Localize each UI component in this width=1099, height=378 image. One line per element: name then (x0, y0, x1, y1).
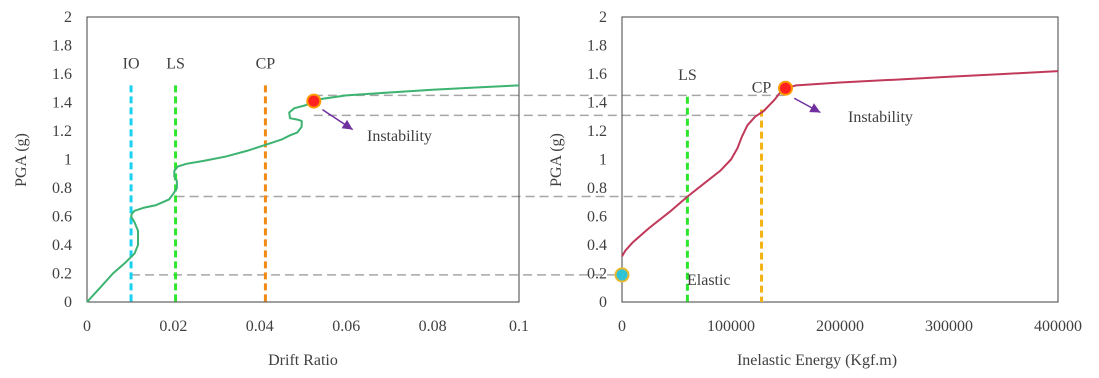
x-axis-title: Inelastic Energy (Kgf.m) (737, 352, 897, 369)
x-tick-labels: 0 100000 200000 300000 400000 (618, 318, 1082, 335)
dashed-connectors (131, 94, 786, 276)
vline-label-cp: CP (256, 55, 276, 72)
y-tick-label: 0 (599, 294, 607, 311)
y-axis-title: PGA (g) (13, 133, 30, 187)
x-tick-label: 100000 (707, 318, 755, 335)
arrow-group (322, 108, 354, 131)
y-tick-label: 0.4 (52, 237, 72, 254)
x-tick-label: 0 (83, 318, 91, 335)
y-tick-label: 1.8 (587, 38, 607, 55)
y-tick-label: 0.2 (587, 266, 607, 283)
x-tick-label: 0.06 (332, 318, 360, 335)
x-axis-title: Drift Ratio (268, 352, 338, 369)
y-tick-label: 1.2 (52, 123, 72, 140)
vline-label-cp: CP (752, 80, 772, 97)
series-group (86, 84, 520, 303)
elastic-label: Elastic (687, 272, 731, 289)
x-tick-label: 0.04 (246, 318, 274, 335)
marker-group (306, 93, 322, 109)
y-tick-label: 0.6 (587, 209, 607, 226)
y-tick-label: 1.4 (52, 95, 72, 112)
y-tick-labels: 0 0.2 0.4 0.6 0.8 1 1.2 1.4 1.6 1.8 2 (52, 9, 72, 311)
drift-ratio-chart: 0 0.02 0.04 0.06 0.08 0.1 0 0.2 0.4 0.6 0.8 1 1.2 1.… (13, 9, 529, 369)
x-tick-label: 200000 (816, 318, 864, 335)
y-tick-label: 0.2 (52, 266, 72, 283)
point-marker (778, 80, 793, 96)
vline-label-io: IO (123, 55, 140, 72)
instability-label: Instability (848, 109, 913, 126)
y-tick-label: 0.8 (52, 180, 72, 197)
plot-frame (86, 16, 520, 303)
x-tick-label: 0.02 (159, 318, 187, 335)
y-tick-label: 1.4 (587, 95, 607, 112)
y-tick-label: 1.2 (587, 123, 607, 140)
y-tick-label: 0.4 (587, 237, 607, 254)
y-tick-label: 1 (64, 152, 72, 169)
series-line (86, 84, 520, 303)
y-axis-title: PGA (g) (548, 133, 565, 187)
point-marker (306, 93, 322, 109)
series-line (621, 70, 1059, 257)
y-tick-labels: 0 0.2 0.4 0.6 0.8 1 1.2 1.4 1.6 1.8 2 (587, 9, 607, 311)
arrow-head (341, 119, 353, 130)
series-group (621, 70, 1059, 257)
performance-level-lines: IO LS CP (123, 55, 276, 302)
performance-level-lines: LS CP (678, 67, 771, 302)
y-tick-label: 0.6 (52, 209, 72, 226)
x-tick-label: 0.08 (419, 318, 447, 335)
x-tick-label: 400000 (1034, 318, 1082, 335)
x-tick-label: 0.1 (509, 318, 529, 335)
y-tick-label: 0 (64, 294, 72, 311)
y-tick-label: 0.8 (587, 180, 607, 197)
x-tick-labels: 0 0.02 0.04 0.06 0.08 0.1 (83, 318, 529, 335)
vline-label-ls: LS (678, 67, 697, 84)
y-tick-label: 1.6 (587, 66, 607, 83)
y-tick-label: 1 (599, 152, 607, 169)
y-tick-label: 2 (599, 9, 607, 26)
vline-label-ls: LS (166, 55, 185, 72)
arrow-head (809, 103, 821, 113)
instability-label: Instability (367, 128, 432, 145)
x-tick-label: 300000 (925, 318, 973, 335)
inelastic-energy-chart: 0 100000 200000 300000 400000 0 0.2 0.4 0.6 0.8 1… (548, 9, 1082, 369)
arrow-group (793, 97, 821, 114)
point-marker (614, 267, 630, 283)
y-tick-label: 2 (64, 9, 72, 26)
plot-frame (621, 16, 1059, 303)
y-tick-label: 1.6 (52, 66, 72, 83)
marker-group (614, 80, 793, 283)
x-tick-label: 0 (618, 318, 626, 335)
y-tick-label: 1.8 (52, 38, 72, 55)
